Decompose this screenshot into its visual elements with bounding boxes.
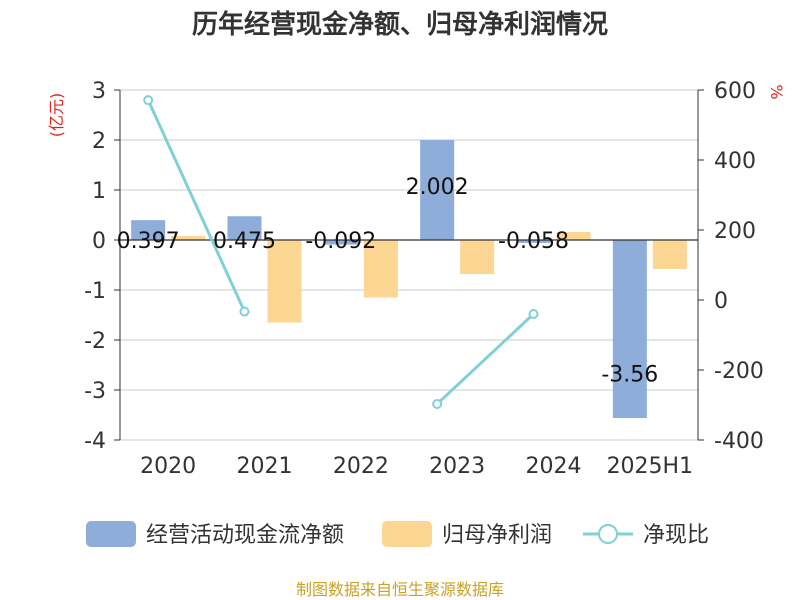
y-left-tick-label: -2 bbox=[84, 329, 106, 354]
bars-layer bbox=[131, 139, 687, 418]
bar bbox=[267, 240, 302, 323]
data-label: -0.092 bbox=[305, 229, 376, 254]
bar bbox=[556, 232, 591, 240]
bar bbox=[323, 240, 358, 245]
y-left-tick-label: -3 bbox=[84, 379, 106, 404]
y-left-axis-label: (亿元) bbox=[47, 93, 66, 138]
legend-swatch bbox=[382, 521, 432, 547]
x-tick-label: 2022 bbox=[333, 454, 389, 479]
y-right-tick-label: 200 bbox=[714, 219, 756, 244]
legend-label: 经营活动现金流净额 bbox=[146, 523, 344, 548]
y-right-tick-label: 600 bbox=[714, 79, 756, 104]
bar bbox=[171, 236, 206, 240]
line-point bbox=[528, 309, 539, 319]
x-tick-label: 2025H1 bbox=[607, 454, 694, 479]
y-left-tick-label: 0 bbox=[92, 229, 106, 254]
legend-marker bbox=[598, 524, 618, 544]
bar bbox=[131, 220, 166, 240]
y-left-tick-label: 1 bbox=[92, 179, 106, 204]
bar bbox=[652, 240, 687, 269]
legend: 经营活动现金流净额 归母净利润 净现比 bbox=[86, 521, 709, 548]
data-label: 0.397 bbox=[117, 229, 180, 254]
y-left-tick-label: 3 bbox=[92, 79, 106, 104]
x-tick-label: 2024 bbox=[526, 454, 582, 479]
y-right-axis-label: % bbox=[767, 84, 786, 99]
legend-swatch bbox=[86, 521, 136, 547]
axes-layer: 3 2 1 0 -1 -2 -3 -4 600 400 200 0 -200 -400 2020 2021 20… bbox=[84, 79, 764, 479]
x-tick-label: 2023 bbox=[429, 454, 485, 479]
data-label: 2.002 bbox=[406, 175, 469, 200]
data-label: -0.058 bbox=[498, 229, 569, 254]
source-note: 制图数据来自恒生聚源数据库 bbox=[296, 580, 504, 599]
bar bbox=[420, 139, 455, 240]
line-segment bbox=[146, 99, 246, 313]
bar bbox=[227, 216, 262, 240]
bar bbox=[516, 240, 551, 243]
y-left-tick-label: -1 bbox=[84, 279, 106, 304]
y-left-tick-label: -4 bbox=[84, 429, 106, 454]
chart-title: 历年经营现金净额、归母净利润情况 bbox=[192, 9, 608, 40]
y-right-tick-label: 400 bbox=[714, 149, 756, 174]
line-segment bbox=[436, 312, 535, 406]
legend-label: 归母净利润 bbox=[442, 523, 552, 548]
line-point bbox=[432, 398, 443, 409]
x-tick-label: 2021 bbox=[237, 454, 293, 479]
data-label: -3.56 bbox=[601, 363, 658, 388]
legend-label: 净现比 bbox=[643, 523, 709, 548]
grid-layer bbox=[120, 89, 698, 441]
x-tick-label: 2020 bbox=[140, 454, 196, 479]
line-point bbox=[143, 95, 154, 106]
line-point bbox=[239, 306, 250, 317]
data-labels-layer: 0.397 0.475 -0.092 2.002 -0.058 -3.56 bbox=[117, 175, 659, 388]
bar bbox=[612, 240, 647, 418]
data-label: 0.475 bbox=[213, 229, 276, 254]
y-right-tick-label: -400 bbox=[714, 429, 764, 454]
y-left-tick-label: 2 bbox=[92, 129, 106, 154]
bar bbox=[363, 240, 398, 298]
y-right-tick-label: -200 bbox=[714, 359, 764, 384]
bar bbox=[460, 240, 495, 274]
line-layer bbox=[143, 95, 539, 409]
y-right-tick-label: 0 bbox=[714, 289, 728, 314]
